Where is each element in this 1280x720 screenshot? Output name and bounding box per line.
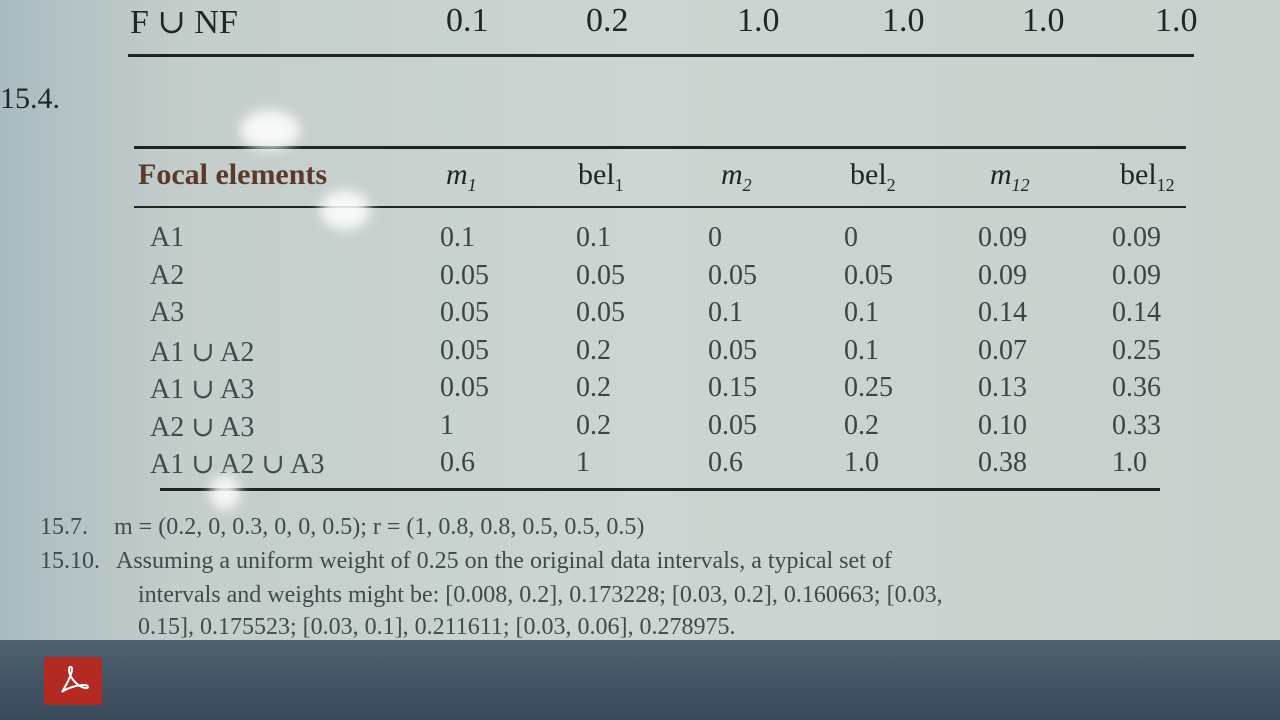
cell: 0.1 (446, 2, 489, 39)
glare-reflection (210, 475, 240, 510)
table-cell: 0.1 (708, 297, 743, 328)
table-cell: 0.09 (978, 222, 1027, 253)
header-m12: m12 (990, 158, 1030, 195)
table-cell: 0.15 (708, 372, 757, 403)
cell: 1.0 (1155, 2, 1198, 39)
table-cell: 0.2 (576, 372, 611, 403)
header-m2: m2 (721, 158, 752, 195)
row-label: A2 ∪ A3 (150, 411, 255, 443)
table-cell: 0.25 (1112, 334, 1161, 366)
glare-reflection (320, 190, 370, 230)
table-cell: 0.05 (844, 259, 893, 291)
table-cell: 0.05 (576, 259, 625, 291)
table-cell: 0.6 (440, 447, 475, 478)
header-bel1: bel1 (578, 158, 624, 195)
table-cell: 1 (576, 447, 590, 478)
table-cell: 0.13 (978, 372, 1027, 403)
table-cell: 0 (844, 222, 858, 253)
pdf-acrobat-icon (61, 665, 89, 693)
table-end-rule (160, 488, 1160, 491)
header-bel12: bel12 (1120, 158, 1175, 195)
header-rule (134, 206, 1186, 208)
table-cell: 0.05 (708, 409, 757, 441)
cell: 1.0 (1022, 2, 1065, 39)
note-15-7: 15.7. m = (0.2, 0, 0.3, 0, 0, 0.5); r = … (40, 514, 644, 541)
row-label: A1 ∪ A2 ∪ A3 (150, 449, 325, 480)
table-cell: 0.25 (844, 372, 893, 403)
table-cell: 0.2 (576, 334, 611, 366)
table-cell: 0.09 (1112, 222, 1161, 253)
row-label: A1 (150, 222, 185, 253)
document-page: F ∪ NF 0.1 0.2 1.0 1.0 1.0 1.0 15.4. Foc… (0, 0, 1280, 640)
note-number: 15.10. (40, 548, 100, 574)
cell: 1.0 (737, 2, 780, 39)
table-cell: 0.2 (576, 409, 611, 441)
table-cell: 0.05 (440, 297, 489, 328)
table-cell: 0.09 (978, 259, 1027, 291)
row-label: A1 ∪ A2 (150, 336, 255, 368)
table-cell: 1.0 (844, 447, 879, 478)
table-cell: 0.6 (708, 447, 743, 478)
table-cell: 1.0 (1112, 447, 1147, 478)
table-cell: 0.1 (440, 222, 475, 253)
note-text: m = (0.2, 0, 0.3, 0, 0, 0.5); r = (1, 0.… (114, 514, 645, 540)
note-text: Assuming a uniform weight of 0.25 on the… (116, 548, 892, 574)
note-number: 15.7. (40, 514, 88, 540)
glare-reflection (240, 110, 300, 150)
row-label: A1 ∪ A3 (150, 374, 255, 405)
table-cell: 1 (440, 409, 454, 441)
cell: 0.2 (586, 2, 629, 39)
note-15-10: 15.10. Assuming a uniform weight of 0.25… (40, 548, 892, 575)
cell: 1.0 (882, 2, 925, 39)
table-cell: 0.36 (1112, 372, 1161, 403)
pdf-icon[interactable] (44, 657, 102, 705)
table-cell: 0.2 (844, 409, 879, 441)
header-m1: m1 (446, 158, 477, 195)
table-cell: 0.10 (978, 409, 1027, 441)
row-label: F ∪ NF (130, 4, 238, 41)
table-cell: 0.14 (1112, 297, 1161, 328)
table-cell: 0.05 (576, 297, 625, 328)
table-cell: 0.05 (440, 259, 489, 291)
table-bottom-rule (128, 54, 1194, 57)
table-cell: 0.38 (978, 447, 1027, 478)
table-cell: 0.14 (978, 297, 1027, 328)
table-cell: 0.1 (576, 222, 611, 253)
table-cell: 0.1 (844, 297, 879, 328)
table-cell: 0.33 (1112, 409, 1161, 441)
previous-table-row: F ∪ NF 0.1 0.2 1.0 1.0 1.0 1.0 (0, 0, 1280, 41)
row-label: A3 (150, 297, 185, 328)
table-top-rule (134, 146, 1186, 149)
row-label: A2 (150, 259, 185, 291)
table-cell: 0.05 (708, 259, 757, 291)
table-cell: 0.05 (440, 334, 489, 366)
table-cell: 0.09 (1112, 259, 1161, 291)
note-line: 0.15], 0.175523; [0.03, 0.1], 0.211611; … (138, 614, 736, 640)
taskbar (0, 640, 1280, 720)
table-cell: 0.05 (440, 372, 489, 403)
note-line: intervals and weights might be: [0.008, … (138, 582, 943, 608)
table-cell: 0.05 (708, 334, 757, 366)
header-focal-elements: Focal elements (138, 158, 328, 191)
table-cell: 0 (708, 222, 722, 253)
header-bel2: bel2 (850, 158, 896, 195)
section-number: 15.4. (0, 82, 60, 115)
table-cell: 0.07 (978, 334, 1027, 366)
table-cell: 0.1 (844, 334, 879, 366)
